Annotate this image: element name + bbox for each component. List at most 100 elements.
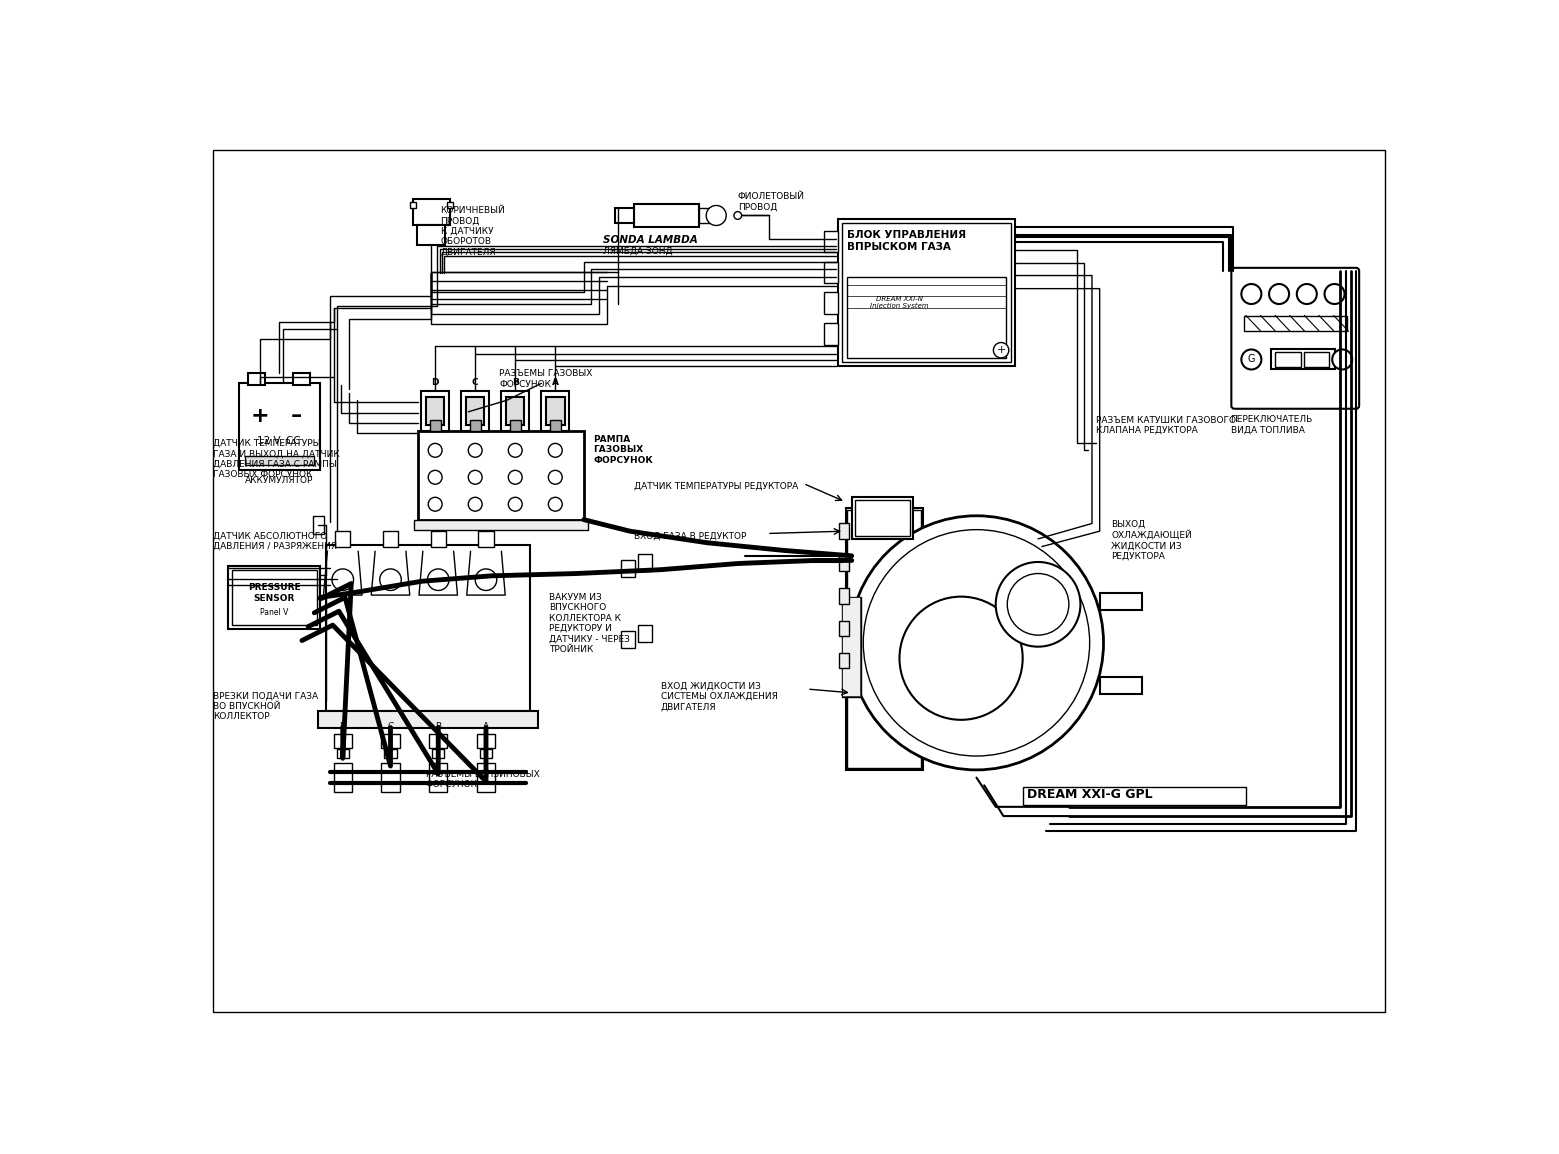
Circle shape <box>468 471 482 485</box>
Bar <box>839 589 848 604</box>
Bar <box>384 531 398 547</box>
Circle shape <box>1241 350 1261 369</box>
Bar <box>415 519 588 531</box>
Bar <box>413 198 451 225</box>
Text: РАЗЪЕМЫ БЕНЗИНОВЫХ
ФОРСУНОК: РАЗЪЕМЫ БЕНЗИНОВЫХ ФОРСУНОК <box>426 770 539 789</box>
Bar <box>1272 350 1335 369</box>
Bar <box>845 508 923 770</box>
Bar <box>854 500 910 535</box>
Bar <box>245 456 313 465</box>
Bar <box>507 397 524 425</box>
Bar <box>461 391 490 432</box>
Bar <box>839 524 848 539</box>
Text: G: G <box>1247 354 1255 365</box>
Circle shape <box>1297 284 1317 304</box>
Bar <box>546 397 564 425</box>
Circle shape <box>1325 284 1344 304</box>
Bar <box>620 631 635 649</box>
Circle shape <box>468 443 482 457</box>
Bar <box>620 561 635 577</box>
Circle shape <box>429 443 443 457</box>
Text: КОРИЧНЕВЫЙ
ПРОВОД
К ДАТЧИКУ
ОБОРОТОВ
ДВИГАТЕЛЯ: КОРИЧНЕВЫЙ ПРОВОД К ДАТЧИКУ ОБОРОТОВ ДВИ… <box>441 207 505 257</box>
Bar <box>825 323 837 345</box>
Circle shape <box>508 497 522 511</box>
Bar <box>842 597 861 697</box>
Text: БЛОК УПРАВЛЕНИЯ
ВПРЫСКОМ ГАЗА: БЛОК УПРАВЛЕНИЯ ВПРЫСКОМ ГАЗА <box>847 230 967 252</box>
Text: SENSOR: SENSOR <box>254 593 295 602</box>
Bar <box>502 391 529 432</box>
Bar <box>477 763 496 792</box>
Bar <box>318 711 538 727</box>
Text: DREAM XXI-N
Injection System: DREAM XXI-N Injection System <box>870 295 929 309</box>
Bar <box>429 763 447 792</box>
Text: Panel V: Panel V <box>260 607 288 616</box>
Bar <box>447 202 452 208</box>
Circle shape <box>1007 574 1069 635</box>
Text: A: A <box>483 721 490 730</box>
Circle shape <box>864 530 1090 756</box>
Bar <box>239 383 320 470</box>
Bar <box>825 231 837 253</box>
Text: ДАТЧИК ТЕМПЕРАТУРЫ
ГАЗА И ВЫХОД НА ДАТЧИК
ДАВЛЕНИЯ ГАЗА С РАМПЫ
ГАЗОВЫХ ФОРСУНОК: ДАТЧИК ТЕМПЕРАТУРЫ ГАЗА И ВЫХОД НА ДАТЧИ… <box>212 439 340 479</box>
Bar <box>1099 677 1143 695</box>
Text: ЛЯМБДА ЗОНД: ЛЯМБДА ЗОНД <box>603 246 672 255</box>
Bar <box>842 598 861 696</box>
Text: +: + <box>251 406 270 426</box>
Text: ВАКУУМ ИЗ
ВПУСКНОГО
КОЛЛЕКТОРА К
РЕДУКТОРУ И
ДАТЧИКУ - ЧЕРЕЗ
ТРОЙНИК: ВАКУУМ ИЗ ВПУСКНОГО КОЛЛЕКТОРА К РЕДУКТО… <box>549 593 630 654</box>
Circle shape <box>850 516 1104 770</box>
Text: DREAM XXI-G GPL: DREAM XXI-G GPL <box>1026 788 1152 801</box>
Bar <box>638 625 652 642</box>
Bar <box>385 749 396 758</box>
Bar <box>477 734 496 748</box>
Bar <box>382 734 399 748</box>
Bar <box>430 531 446 547</box>
Circle shape <box>1269 284 1289 304</box>
Bar <box>550 420 561 432</box>
Text: PRESSURE: PRESSURE <box>248 583 301 592</box>
Text: РАЗЪЕМ КАТУШКИ ГАЗОВОГО
КЛАПАНА РЕДУКТОРА: РАЗЪЕМ КАТУШКИ ГАЗОВОГО КЛАПАНА РЕДУКТОР… <box>1096 415 1236 435</box>
Bar <box>839 653 848 668</box>
Bar <box>614 208 635 223</box>
Bar <box>700 208 719 223</box>
Circle shape <box>1241 284 1261 304</box>
Circle shape <box>468 497 482 511</box>
Bar <box>382 763 399 792</box>
Bar <box>429 734 447 748</box>
Circle shape <box>508 471 522 485</box>
Bar <box>334 763 352 792</box>
Bar <box>635 204 700 227</box>
Text: SONDA LAMBDA: SONDA LAMBDA <box>603 234 698 245</box>
Text: ВХОД ЖИДКОСТИ ИЗ
СИСТЕМЫ ОХЛАЖДЕНИЯ
ДВИГАТЕЛЯ: ВХОД ЖИДКОСТИ ИЗ СИСТЕМЫ ОХЛАЖДЕНИЯ ДВИГ… <box>661 681 778 711</box>
Text: РАМПА
ГАЗОВЫХ
ФОРСУНОК: РАМПА ГАЗОВЫХ ФОРСУНОК <box>592 435 653 465</box>
Bar <box>432 749 444 758</box>
Bar <box>421 391 449 432</box>
Bar <box>825 292 837 314</box>
Bar <box>1244 315 1347 331</box>
Bar <box>479 531 494 547</box>
Circle shape <box>549 497 563 511</box>
Bar <box>334 734 352 748</box>
Circle shape <box>380 569 401 591</box>
Bar <box>335 531 351 547</box>
Text: ФИОЛЕТОВЫЙ
ПРОВОД: ФИОЛЕТОВЫЙ ПРОВОД <box>737 193 804 212</box>
Bar <box>418 225 446 245</box>
Circle shape <box>1333 350 1352 369</box>
Bar <box>418 432 583 519</box>
Bar <box>469 420 480 432</box>
Text: +: + <box>996 345 1006 355</box>
Text: ВРЕЗКИ ПОДАЧИ ГАЗА
ВО ВПУСКНОЙ
КОЛЛЕКТОР: ВРЕЗКИ ПОДАЧИ ГАЗА ВО ВПУСКНОЙ КОЛЛЕКТОР <box>212 691 318 721</box>
Bar <box>293 373 310 385</box>
Text: D: D <box>432 379 440 388</box>
Circle shape <box>427 569 449 591</box>
Bar <box>1303 352 1330 367</box>
Text: ДАТЧИК ТЕМПЕРАТУРЫ РЕДУКТОРА: ДАТЧИК ТЕМПЕРАТУРЫ РЕДУКТОРА <box>635 481 798 490</box>
Bar <box>839 621 848 636</box>
Text: A: A <box>552 379 558 388</box>
Bar <box>839 556 848 571</box>
Text: B: B <box>435 721 441 730</box>
Text: АККУМУЛЯТОР: АККУМУЛЯТОР <box>245 475 313 485</box>
Bar <box>847 277 1006 358</box>
Text: ВХОД ГАЗА В РЕДУКТОР: ВХОД ГАЗА В РЕДУКТОР <box>635 531 747 540</box>
Circle shape <box>508 443 522 457</box>
Bar <box>1275 352 1300 367</box>
